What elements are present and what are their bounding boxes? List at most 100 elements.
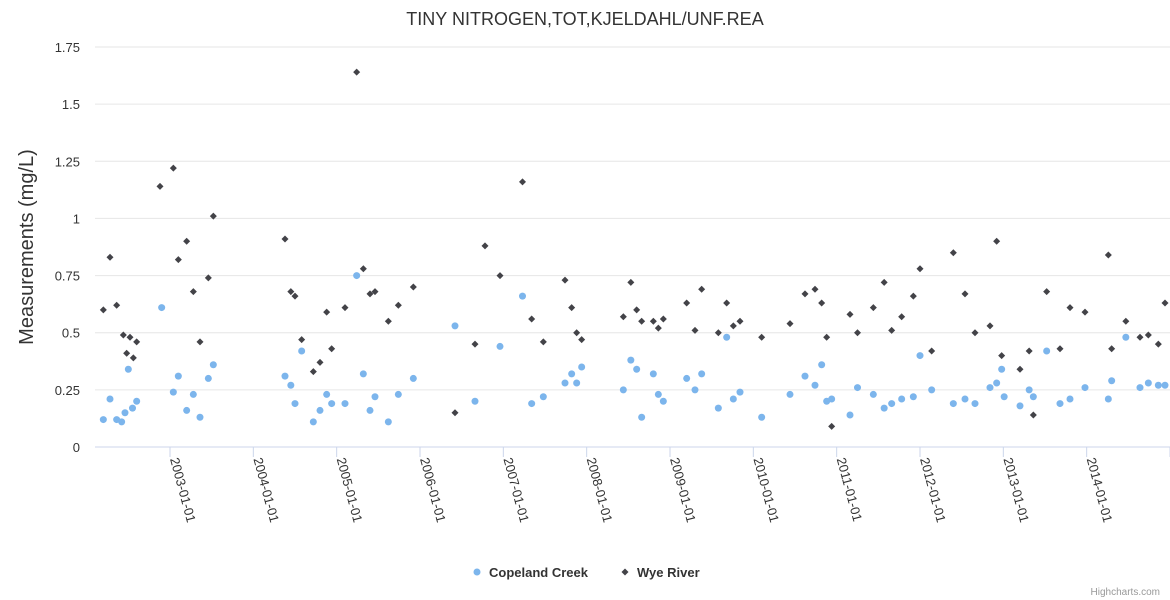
point-wye-river[interactable]	[287, 288, 294, 295]
point-copeland-creek[interactable]	[730, 396, 737, 403]
point-copeland-creek[interactable]	[210, 361, 217, 368]
point-wye-river[interactable]	[1137, 334, 1144, 341]
point-copeland-creek[interactable]	[323, 391, 330, 398]
point-wye-river[interactable]	[1122, 318, 1129, 325]
point-wye-river[interactable]	[737, 318, 744, 325]
point-copeland-creek[interactable]	[562, 380, 569, 387]
point-wye-river[interactable]	[1105, 252, 1112, 259]
point-wye-river[interactable]	[298, 336, 305, 343]
point-copeland-creek[interactable]	[205, 375, 212, 382]
point-wye-river[interactable]	[497, 272, 504, 279]
point-copeland-creek[interactable]	[962, 396, 969, 403]
point-wye-river[interactable]	[993, 238, 1000, 245]
point-copeland-creek[interactable]	[328, 400, 335, 407]
point-copeland-creek[interactable]	[528, 400, 535, 407]
point-wye-river[interactable]	[1026, 348, 1033, 355]
point-copeland-creek[interactable]	[787, 391, 794, 398]
point-wye-river[interactable]	[519, 178, 526, 185]
point-wye-river[interactable]	[812, 286, 819, 293]
point-copeland-creek[interactable]	[497, 343, 504, 350]
point-copeland-creek[interactable]	[578, 364, 585, 371]
point-copeland-creek[interactable]	[972, 400, 979, 407]
point-wye-river[interactable]	[197, 338, 204, 345]
point-wye-river[interactable]	[123, 350, 130, 357]
point-copeland-creek[interactable]	[385, 418, 392, 425]
point-wye-river[interactable]	[898, 313, 905, 320]
point-copeland-creek[interactable]	[367, 407, 374, 414]
point-wye-river[interactable]	[568, 304, 575, 311]
point-wye-river[interactable]	[650, 318, 657, 325]
point-wye-river[interactable]	[660, 316, 667, 323]
point-copeland-creek[interactable]	[881, 405, 888, 412]
point-copeland-creek[interactable]	[395, 391, 402, 398]
point-wye-river[interactable]	[113, 302, 120, 309]
point-wye-river[interactable]	[342, 304, 349, 311]
point-wye-river[interactable]	[170, 165, 177, 172]
point-copeland-creek[interactable]	[287, 382, 294, 389]
point-copeland-creek[interactable]	[627, 357, 634, 364]
point-copeland-creek[interactable]	[758, 414, 765, 421]
point-wye-river[interactable]	[100, 306, 107, 313]
point-copeland-creek[interactable]	[692, 386, 699, 393]
point-copeland-creek[interactable]	[1057, 400, 1064, 407]
point-copeland-creek[interactable]	[910, 393, 917, 400]
point-wye-river[interactable]	[962, 290, 969, 297]
point-wye-river[interactable]	[638, 318, 645, 325]
point-copeland-creek[interactable]	[638, 414, 645, 421]
point-copeland-creek[interactable]	[1137, 384, 1144, 391]
point-wye-river[interactable]	[1108, 345, 1115, 352]
point-wye-river[interactable]	[823, 334, 830, 341]
point-wye-river[interactable]	[282, 236, 289, 243]
point-wye-river[interactable]	[881, 279, 888, 286]
point-copeland-creek[interactable]	[655, 391, 662, 398]
point-wye-river[interactable]	[828, 423, 835, 430]
credits-link[interactable]: Highcharts.com	[1091, 587, 1160, 598]
point-copeland-creek[interactable]	[1155, 382, 1162, 389]
point-wye-river[interactable]	[917, 265, 924, 272]
point-copeland-creek[interactable]	[133, 398, 140, 405]
point-copeland-creek[interactable]	[519, 293, 526, 300]
point-copeland-creek[interactable]	[353, 272, 360, 279]
point-copeland-creek[interactable]	[118, 418, 125, 425]
point-wye-river[interactable]	[998, 352, 1005, 359]
point-wye-river[interactable]	[360, 265, 367, 272]
point-wye-river[interactable]	[385, 318, 392, 325]
point-wye-river[interactable]	[1067, 304, 1074, 311]
point-copeland-creek[interactable]	[360, 370, 367, 377]
point-wye-river[interactable]	[410, 284, 417, 291]
point-wye-river[interactable]	[328, 345, 335, 352]
point-wye-river[interactable]	[723, 300, 730, 307]
point-wye-river[interactable]	[758, 334, 765, 341]
point-wye-river[interactable]	[1082, 309, 1089, 316]
point-copeland-creek[interactable]	[100, 416, 107, 423]
point-copeland-creek[interactable]	[683, 375, 690, 382]
point-wye-river[interactable]	[482, 242, 489, 249]
point-copeland-creek[interactable]	[175, 373, 182, 380]
point-copeland-creek[interactable]	[190, 391, 197, 398]
point-copeland-creek[interactable]	[870, 391, 877, 398]
point-copeland-creek[interactable]	[197, 414, 204, 421]
point-copeland-creek[interactable]	[282, 373, 289, 380]
point-wye-river[interactable]	[323, 309, 330, 316]
point-copeland-creek[interactable]	[122, 409, 129, 416]
point-copeland-creek[interactable]	[1017, 402, 1024, 409]
point-wye-river[interactable]	[950, 249, 957, 256]
point-copeland-creek[interactable]	[993, 380, 1000, 387]
point-wye-river[interactable]	[698, 286, 705, 293]
point-copeland-creek[interactable]	[317, 407, 324, 414]
point-wye-river[interactable]	[573, 329, 580, 336]
point-wye-river[interactable]	[1043, 288, 1050, 295]
point-wye-river[interactable]	[910, 293, 917, 300]
point-copeland-creek[interactable]	[183, 407, 190, 414]
point-wye-river[interactable]	[1155, 341, 1162, 348]
point-wye-river[interactable]	[870, 304, 877, 311]
point-wye-river[interactable]	[133, 338, 140, 345]
point-copeland-creek[interactable]	[898, 396, 905, 403]
point-copeland-creek[interactable]	[573, 380, 580, 387]
point-copeland-creek[interactable]	[928, 386, 935, 393]
point-wye-river[interactable]	[627, 279, 634, 286]
point-copeland-creek[interactable]	[698, 370, 705, 377]
point-copeland-creek[interactable]	[1162, 382, 1169, 389]
point-copeland-creek[interactable]	[950, 400, 957, 407]
point-wye-river[interactable]	[1057, 345, 1064, 352]
